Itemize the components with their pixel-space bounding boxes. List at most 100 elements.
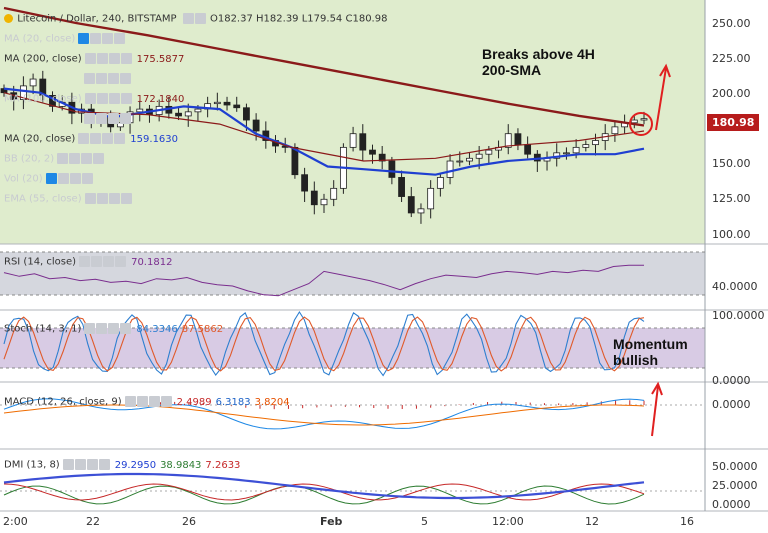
add-icon[interactable] — [108, 92, 120, 104]
breakout-circle — [629, 112, 653, 136]
close-icon[interactable] — [93, 152, 105, 164]
momentum-arrowhead — [651, 381, 663, 396]
add-icon[interactable] — [108, 112, 119, 124]
visibility-icon[interactable] — [45, 172, 57, 184]
add-icon[interactable] — [108, 322, 120, 334]
add-icon[interactable] — [148, 395, 160, 407]
visibility-icon[interactable] — [84, 52, 96, 64]
legend-ma100[interactable]: MA (100, close) 172.1840 — [4, 92, 184, 106]
settings-icon[interactable] — [96, 192, 108, 204]
candle-body — [359, 133, 367, 151]
legend-bb[interactable]: BB (20, 2) — [4, 152, 105, 166]
legend-ma200[interactable]: MA (200, close) 175.5877 — [4, 52, 184, 66]
settings-icon[interactable] — [182, 12, 194, 24]
add-icon[interactable] — [108, 192, 120, 204]
rsi-tick: 40.0000 — [712, 280, 758, 293]
close-icon[interactable] — [160, 395, 172, 407]
close-icon[interactable] — [120, 322, 132, 334]
x-tick-1: 22 — [86, 515, 100, 528]
visibility-icon[interactable] — [84, 322, 96, 334]
eye-icon[interactable] — [194, 12, 206, 24]
settings-icon[interactable] — [91, 255, 103, 267]
settings-icon[interactable] — [90, 32, 102, 44]
legend-dmi[interactable]: DMI (13, 8) 29.2950 38.9843 7.2633 — [4, 458, 240, 472]
settings-icon[interactable] — [69, 152, 81, 164]
settings-icon[interactable] — [96, 112, 107, 124]
candle-body — [388, 160, 396, 178]
add-icon[interactable] — [103, 255, 115, 267]
legend-blank[interactable] — [4, 112, 132, 126]
candle-body — [475, 153, 483, 159]
legend-ma20[interactable]: MA (20, close) 159.1630 — [4, 132, 178, 146]
visibility-icon[interactable] — [78, 132, 90, 144]
candle-body — [640, 118, 648, 121]
legend-ma20-top[interactable]: MA (20, close) — [4, 32, 126, 46]
candle-body — [611, 126, 619, 135]
add-icon[interactable] — [102, 132, 114, 144]
ohlc-open: O182.37 — [209, 13, 253, 25]
close-icon[interactable] — [115, 255, 127, 267]
settings-icon[interactable] — [90, 132, 102, 144]
close-icon[interactable] — [120, 92, 132, 104]
add-icon[interactable] — [69, 172, 81, 184]
ohlc-low: L179.54 — [301, 13, 343, 25]
price-tick-6: 100.00 — [712, 228, 751, 241]
close-icon[interactable] — [120, 72, 131, 84]
legend-rsi[interactable]: RSI (14, close) 70.1812 — [4, 255, 172, 269]
settings-icon[interactable] — [96, 72, 107, 84]
add-icon[interactable] — [102, 32, 114, 44]
settings-icon[interactable] — [96, 92, 108, 104]
stoch-k-line — [3, 310, 645, 377]
add-icon[interactable] — [86, 458, 98, 470]
close-icon[interactable] — [114, 32, 126, 44]
visibility-icon[interactable] — [84, 92, 96, 104]
x-tick-3: Feb — [320, 515, 343, 528]
ma20-value: 159.1630 — [130, 133, 179, 145]
candle-body — [213, 101, 221, 105]
price-tick-0: 250.00 — [712, 17, 751, 30]
visibility-icon[interactable] — [79, 255, 91, 267]
close-icon[interactable] — [120, 52, 132, 64]
add-icon[interactable] — [108, 72, 119, 84]
visibility-icon[interactable] — [78, 32, 90, 44]
adx-line — [3, 472, 645, 500]
legend-ema[interactable]: EMA (55, close) — [4, 192, 133, 206]
close-icon[interactable] — [120, 192, 132, 204]
legend-macd-label: MACD (12, 26, close, 9) — [4, 396, 122, 408]
legend-ma100-dim[interactable] — [4, 72, 132, 86]
dmi-tick-0: 0.0000 — [712, 498, 751, 511]
settings-icon[interactable] — [136, 395, 148, 407]
visibility-icon[interactable] — [84, 112, 95, 124]
close-icon[interactable] — [114, 132, 126, 144]
visibility-icon[interactable] — [124, 395, 136, 407]
rsi-value: 70.1812 — [131, 256, 173, 268]
add-icon[interactable] — [81, 152, 93, 164]
visibility-icon[interactable] — [62, 458, 74, 470]
legend-vol[interactable]: Vol (20) — [4, 172, 94, 186]
legend-macd[interactable]: MACD (12, 26, close, 9) 2.4989 6.3183 3.820… — [4, 395, 290, 409]
bullish-arrowhead — [659, 63, 671, 78]
header-buttons[interactable] — [182, 12, 207, 25]
legend-ma100-label: MA (100, close) — [4, 93, 82, 105]
visibility-icon[interactable] — [84, 192, 96, 204]
settings-icon[interactable] — [57, 172, 69, 184]
settings-icon[interactable] — [74, 458, 86, 470]
x-tick-4: 5 — [421, 515, 428, 528]
settings-icon[interactable] — [96, 52, 108, 64]
dmi-value-3: 7.2633 — [205, 459, 241, 471]
visibility-icon[interactable] — [57, 152, 69, 164]
candle-body — [407, 196, 415, 214]
candle-body — [29, 78, 37, 87]
symbol-header: Litecoin / Dollar, 240, BITSTAMP O182.37… — [4, 12, 387, 26]
dmi-minus-line — [3, 483, 645, 501]
legend-ma20-label: MA (20, close) — [4, 133, 76, 145]
add-icon[interactable] — [108, 52, 120, 64]
close-icon[interactable] — [98, 458, 110, 470]
candle-body — [398, 177, 405, 197]
visibility-icon[interactable] — [84, 72, 95, 84]
legend-stoch[interactable]: Stoch (14, 3, 1) 84.3346 87.5862 — [4, 322, 223, 336]
close-icon[interactable] — [120, 112, 131, 124]
settings-icon[interactable] — [96, 322, 108, 334]
close-icon[interactable] — [81, 172, 93, 184]
